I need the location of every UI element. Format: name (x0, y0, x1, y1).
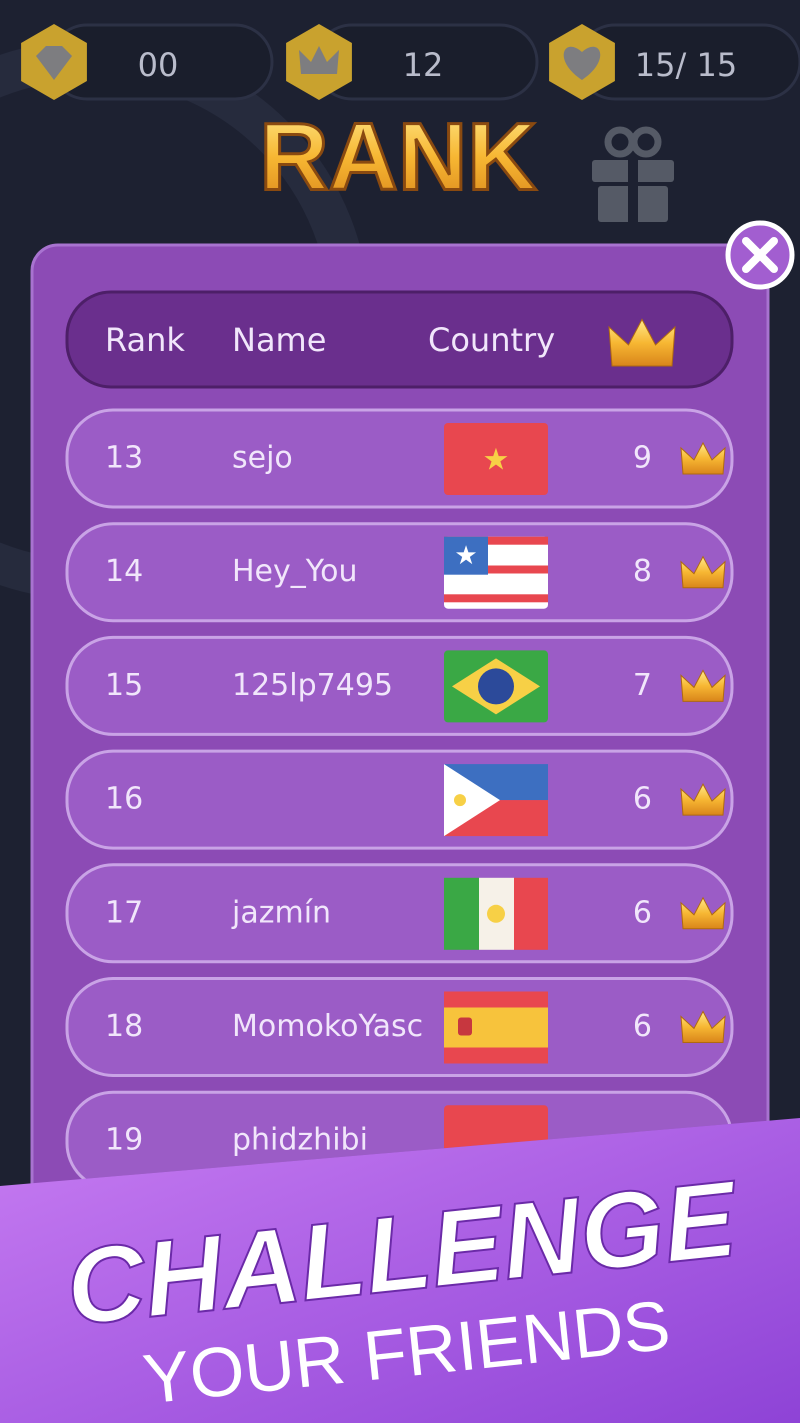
gem-icon (36, 46, 72, 80)
score: 9 (633, 441, 652, 476)
flag-star: ★ (454, 541, 477, 571)
rank-row: 14 Hey_You ★ 8 (65, 522, 734, 623)
crown-icon (608, 318, 676, 367)
stat-pill: 12 (286, 23, 539, 101)
flag-stripe (444, 565, 548, 574)
crown-icon (680, 669, 726, 702)
row-background (65, 863, 734, 964)
heart-icon (563, 46, 601, 80)
rank-row: 16 6 (65, 749, 734, 850)
stat-value: 00 (138, 46, 179, 84)
row-background (65, 635, 734, 736)
row-background (65, 977, 734, 1077)
column-header: Country (428, 321, 555, 359)
rank-row: 18 MomokoYasc 6 (65, 977, 734, 1077)
crown-icon (680, 896, 726, 930)
column-header: Name (232, 321, 326, 359)
rank-row: 17 jazmín 6 (65, 863, 734, 964)
stat-pill: 15/ 15 (549, 23, 800, 101)
flag (444, 877, 479, 950)
flag-globe (478, 668, 514, 705)
row-background (65, 408, 734, 509)
rank-list: 13 sejo ★ 9 14 Hey_You ★ 8 15 125lp7495 7 16 6 17 jazm… (65, 408, 734, 1186)
score: 6 (633, 895, 652, 930)
score: 8 (633, 554, 652, 589)
player-name: MomokoYasc (232, 1009, 423, 1044)
row-background (65, 749, 734, 850)
flag-triangle (444, 764, 500, 837)
stat-value: 15/ 15 (635, 46, 737, 84)
player-name: Hey_You (232, 554, 357, 589)
flag-stripe (444, 594, 548, 603)
table-header-bar (65, 290, 734, 389)
gift-button[interactable] (592, 126, 674, 222)
flag-emblem (458, 1017, 472, 1036)
flag-star: ★ (483, 443, 510, 478)
crown-icon (680, 783, 726, 816)
rank-number: 16 (105, 782, 143, 817)
rank-number: 17 (105, 895, 143, 930)
flag-emblem (487, 904, 505, 923)
close-button[interactable] (725, 220, 795, 290)
score: 6 (633, 782, 652, 817)
rank-number: 13 (105, 441, 143, 476)
screen-title: RANK (259, 103, 536, 210)
rank-row: 15 125lp7495 7 (65, 635, 734, 736)
flag-canton (444, 536, 488, 575)
row-background (65, 522, 734, 623)
rank-number: 18 (105, 1009, 143, 1044)
crown-icon (680, 441, 726, 475)
stat-value: 12 (403, 46, 444, 84)
player-name: jazmín (231, 895, 331, 930)
player-name: 125lp7495 (232, 668, 393, 703)
stat-pill: 00 (21, 23, 274, 101)
crown-icon (680, 1010, 726, 1043)
rank-row: 13 sejo ★ 9 (65, 408, 734, 509)
flag-stripe (444, 536, 548, 545)
player-name: sejo (232, 441, 293, 476)
flag-sun (454, 794, 466, 807)
column-header: Rank (105, 321, 185, 359)
score: 6 (633, 1009, 652, 1044)
flag-right (514, 877, 548, 950)
rank-number: 15 (105, 668, 143, 703)
crown-icon (299, 46, 339, 74)
flag (444, 423, 548, 495)
challenge-banner (0, 1118, 800, 1423)
player-name: phidzhibi (232, 1123, 368, 1158)
rank-number: 19 (105, 1123, 143, 1158)
score: 7 (633, 668, 652, 703)
crown-icon (680, 555, 726, 589)
content: Rank Name Country 13 sejo ★ 9 14 Hey_You ★ 8 15 125l… (65, 318, 734, 1186)
rank-number: 14 (105, 554, 143, 589)
